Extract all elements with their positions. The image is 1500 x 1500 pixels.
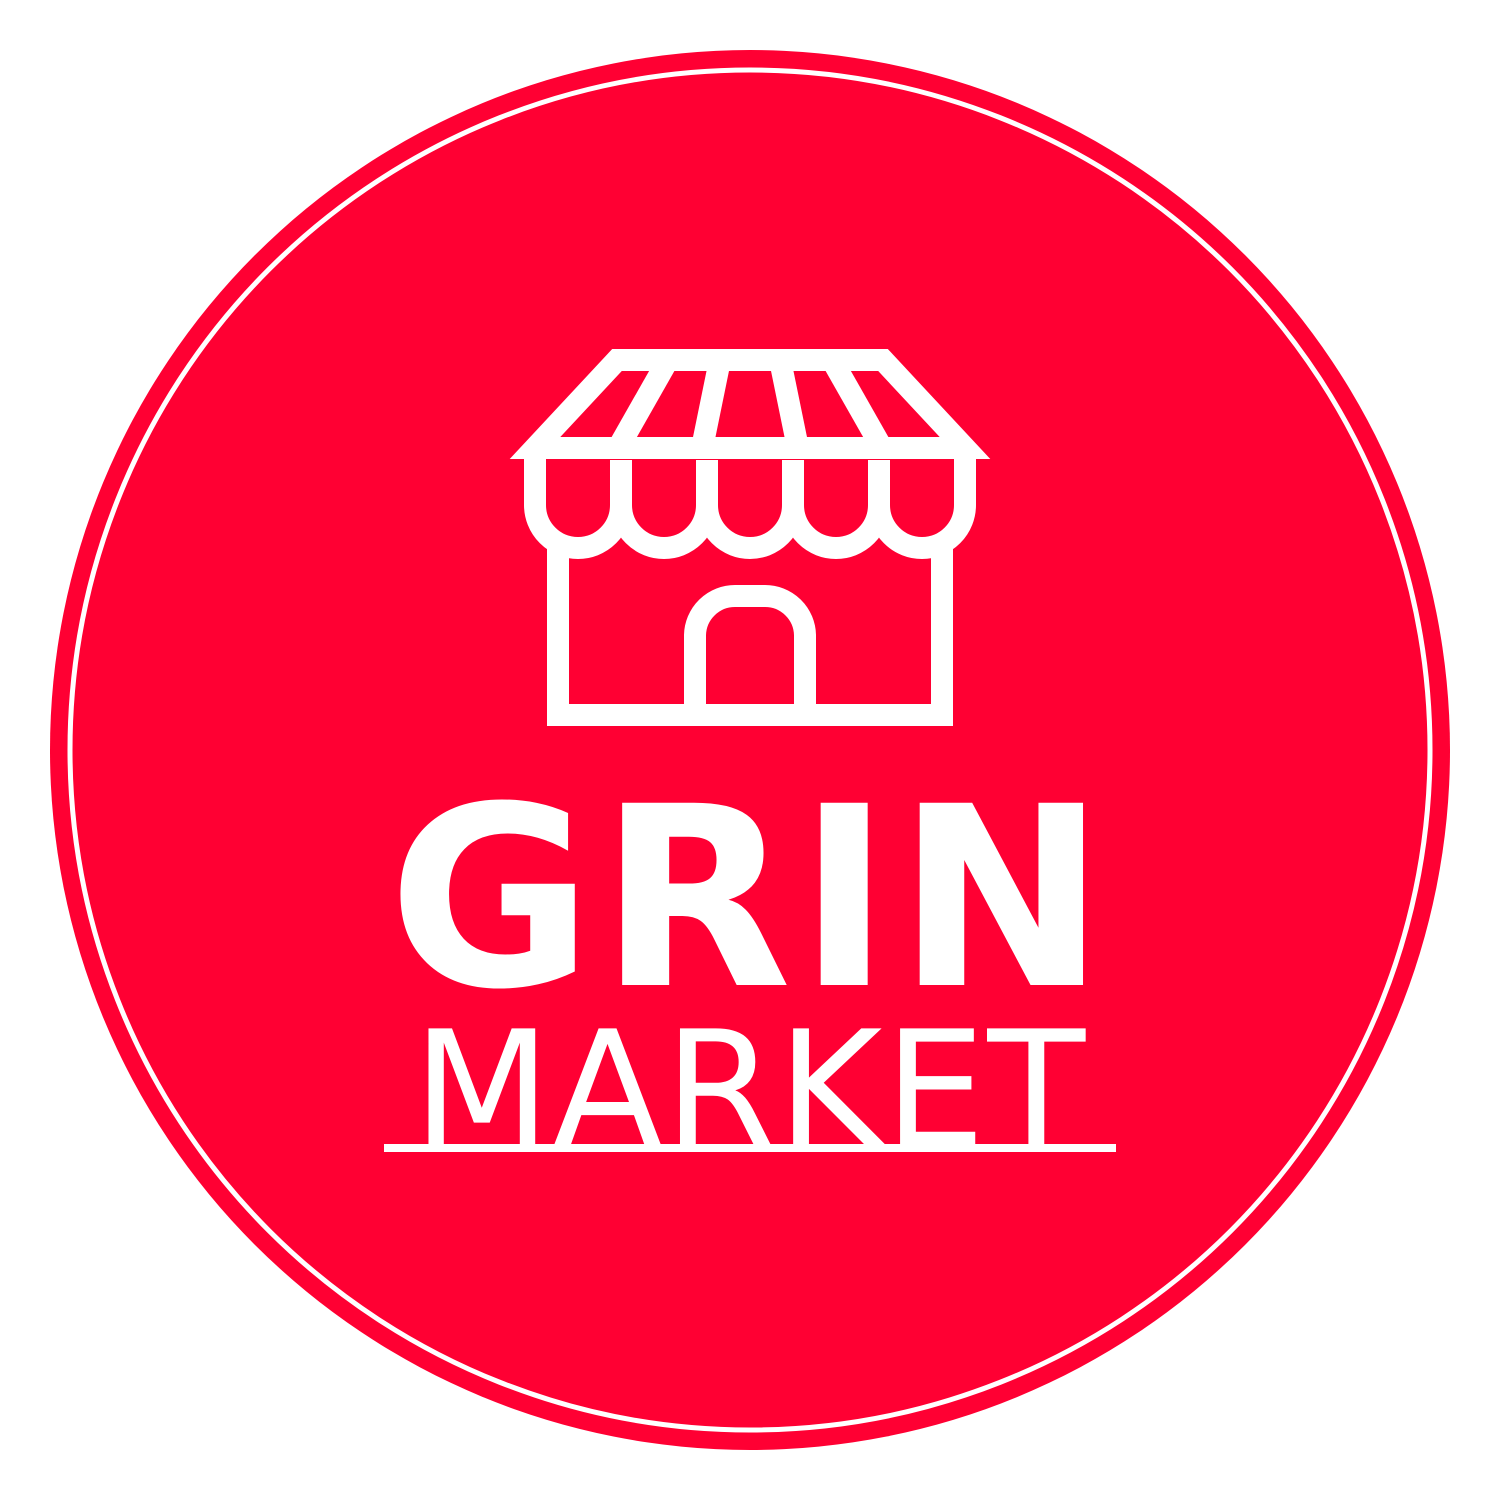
badge bbox=[50, 50, 1450, 1450]
badge-inner-ring bbox=[67, 67, 1433, 1433]
badge-outer-circle bbox=[50, 50, 1450, 1450]
brand-name: GRIN bbox=[388, 753, 1112, 1044]
storefront-icon bbox=[509, 349, 991, 726]
brand-tagline: MARKET bbox=[413, 996, 1087, 1183]
